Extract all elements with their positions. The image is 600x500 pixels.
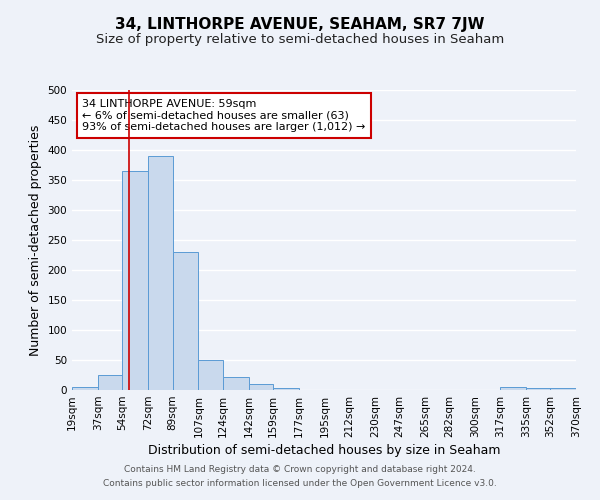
X-axis label: Distribution of semi-detached houses by size in Seaham: Distribution of semi-detached houses by … xyxy=(148,444,500,457)
Y-axis label: Number of semi-detached properties: Number of semi-detached properties xyxy=(29,124,42,356)
Bar xyxy=(122,171,148,390)
Bar xyxy=(500,387,526,390)
Bar xyxy=(223,377,248,390)
Bar xyxy=(199,360,223,390)
Bar xyxy=(273,388,299,390)
Text: 34, LINTHORPE AVENUE, SEAHAM, SR7 7JW: 34, LINTHORPE AVENUE, SEAHAM, SR7 7JW xyxy=(115,18,485,32)
Bar xyxy=(526,388,550,390)
Bar xyxy=(550,388,576,390)
Bar xyxy=(98,375,122,390)
Bar xyxy=(173,252,199,390)
Text: Contains HM Land Registry data © Crown copyright and database right 2024.
Contai: Contains HM Land Registry data © Crown c… xyxy=(103,466,497,487)
Text: 34 LINTHORPE AVENUE: 59sqm
← 6% of semi-detached houses are smaller (63)
93% of : 34 LINTHORPE AVENUE: 59sqm ← 6% of semi-… xyxy=(82,99,365,132)
Bar xyxy=(248,384,273,390)
Text: Size of property relative to semi-detached houses in Seaham: Size of property relative to semi-detach… xyxy=(96,32,504,46)
Bar xyxy=(148,156,173,390)
Bar xyxy=(72,387,98,390)
